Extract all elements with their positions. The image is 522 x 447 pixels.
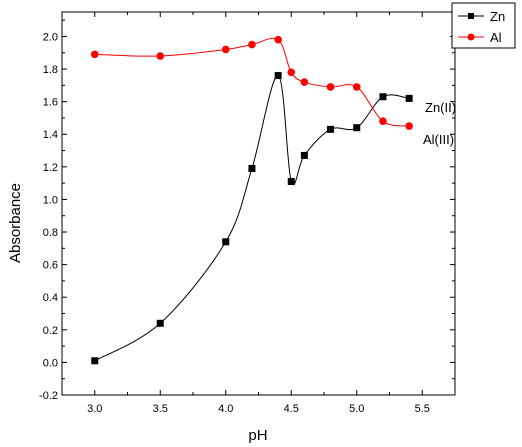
y-tick-label: 0.8 — [43, 227, 58, 239]
y-tick-label: 0.4 — [43, 292, 58, 304]
series-al-point — [274, 35, 282, 44]
x-tick-label: 3.0 — [87, 403, 102, 415]
y-axis-title: Absorbance — [7, 183, 24, 263]
series-al-point — [90, 50, 99, 59]
series-zn-point — [300, 151, 308, 159]
series-al-point — [248, 40, 256, 49]
y-tick-label: -0.2 — [39, 390, 58, 402]
series-layer — [90, 35, 413, 365]
series-al-point — [156, 52, 165, 60]
x-axis-title: pH — [248, 427, 267, 444]
x-axis-ticks: 3.0 3.5 4.0 4.5 5.0 5.5 — [87, 12, 430, 415]
x-tick-label: 5.0 — [349, 403, 364, 415]
y-tick-label: 1.8 — [43, 64, 58, 76]
series-zn-point — [405, 94, 413, 102]
series-al-point — [326, 83, 335, 91]
y-tick-label: 1.6 — [43, 97, 58, 109]
legend-al-marker — [467, 33, 475, 41]
series-zn-point — [222, 238, 230, 246]
legend-box — [451, 2, 516, 49]
series-zn-point — [274, 72, 282, 80]
y-tick-label: 0.0 — [43, 357, 58, 369]
x-tick-label: 4.5 — [284, 403, 299, 415]
annotation-zn: Zn(II) — [425, 100, 456, 115]
y-tick-label: 0.6 — [43, 260, 58, 272]
legend-zn-marker — [468, 13, 474, 19]
legend: Zn Al — [451, 2, 516, 49]
series-al-point — [379, 117, 387, 125]
series-zn-point — [248, 164, 256, 172]
series-zn-point — [156, 319, 164, 327]
x-tick-label: 4.0 — [218, 403, 233, 415]
series-zn-point — [379, 93, 387, 101]
y-tick-label: 1.2 — [43, 162, 58, 174]
y-tick-label: 2.0 — [43, 31, 58, 43]
y-tick-label: 1.4 — [43, 129, 58, 141]
y-axis-ticks: -0.2 0.0 0.2 0.4 0.6 0.8 1.0 1.2 1.4 1.6 1.8 2.0 — [39, 19, 455, 402]
y-tick-label: 0.2 — [43, 325, 58, 337]
legend-al-label: Al — [490, 30, 502, 45]
series-zn-point — [327, 125, 335, 133]
series-al-point — [300, 78, 309, 86]
series-al-point — [221, 45, 230, 54]
annotation-al: Al(III) — [423, 132, 454, 147]
series-al-point — [287, 68, 296, 77]
x-tick-label: 5.5 — [415, 403, 430, 415]
series-zn-point — [353, 124, 361, 132]
x-tick-label: 3.5 — [153, 403, 168, 415]
series-al-point — [405, 122, 413, 130]
series-zn-point — [287, 177, 295, 185]
series-al-point — [352, 83, 361, 91]
y-tick-label: 1.0 — [43, 194, 58, 206]
legend-zn-label: Zn — [490, 9, 505, 24]
series-zn-point — [91, 357, 99, 365]
